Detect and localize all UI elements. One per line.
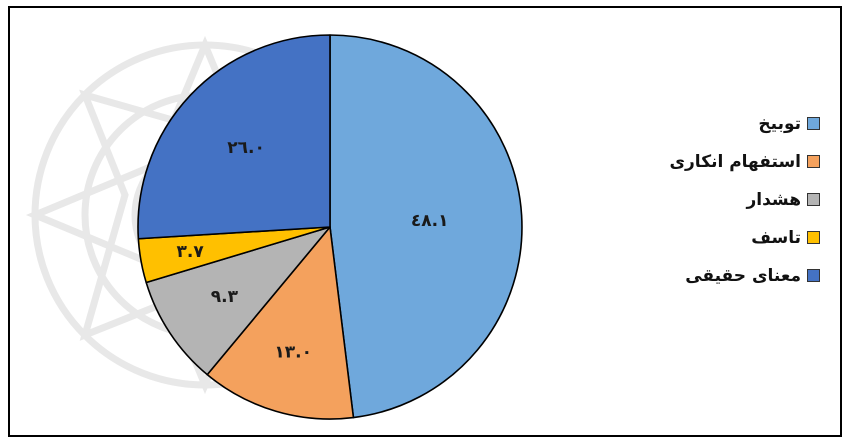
data-label: ٢٦.٠ <box>227 138 265 158</box>
legend-swatch <box>807 155 820 168</box>
legend-label: هشدار <box>746 189 801 210</box>
pie-slices <box>137 34 523 420</box>
data-label: ٩.٣ <box>211 287 239 307</box>
pie-slice <box>329 34 523 419</box>
legend-swatch <box>807 117 820 130</box>
legend: توبیخ استفهام انکاری هشدار تاسف معنای حق… <box>640 112 820 302</box>
pie-slice <box>145 226 331 376</box>
legend-label: تاسف <box>751 227 801 248</box>
pie-slice <box>206 226 355 420</box>
legend-label: استفهام انکاری <box>669 151 801 172</box>
legend-item: تاسف <box>640 226 820 249</box>
legend-label: معنای حقیقی <box>685 265 801 286</box>
legend-item: توبیخ <box>640 112 820 135</box>
data-label: ١٣.٠ <box>274 342 312 362</box>
pie-slice <box>137 34 331 240</box>
pie-data-labels: ٤٨.١ ١٣.٠ ٩.٣ ٣.٧ ٢٦.٠ <box>176 138 448 362</box>
legend-item: استفهام انکاری <box>640 150 820 173</box>
data-label: ٤٨.١ <box>411 211 449 231</box>
data-label: ٣.٧ <box>176 242 204 262</box>
legend-swatch <box>807 193 820 206</box>
legend-label: توبیخ <box>758 113 801 134</box>
legend-item: هشدار <box>640 188 820 211</box>
legend-swatch <box>807 231 820 244</box>
legend-item: معنای حقیقی <box>640 264 820 287</box>
legend-swatch <box>807 269 820 282</box>
